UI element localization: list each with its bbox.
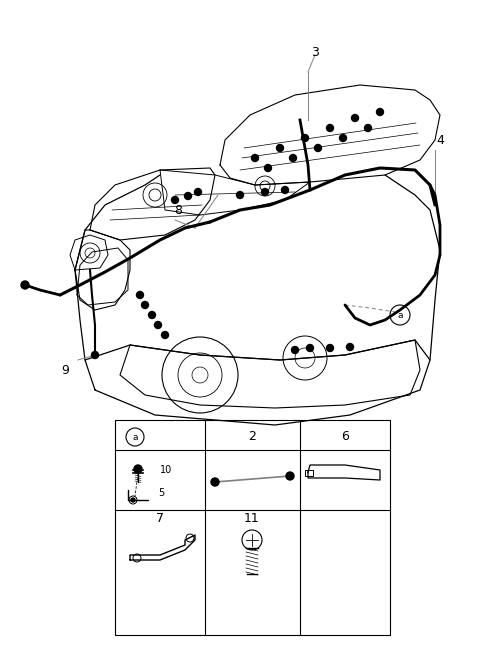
Circle shape bbox=[161, 331, 168, 338]
Circle shape bbox=[364, 125, 372, 131]
Circle shape bbox=[347, 344, 353, 350]
Circle shape bbox=[262, 188, 268, 195]
Text: 10: 10 bbox=[160, 465, 172, 475]
Circle shape bbox=[194, 188, 202, 195]
Text: 8: 8 bbox=[174, 203, 182, 216]
Text: 2: 2 bbox=[248, 430, 256, 443]
Circle shape bbox=[376, 108, 384, 115]
Circle shape bbox=[264, 165, 272, 171]
Text: 6: 6 bbox=[341, 430, 349, 443]
Circle shape bbox=[289, 155, 297, 161]
Circle shape bbox=[148, 312, 156, 319]
Text: 7: 7 bbox=[156, 512, 164, 525]
Circle shape bbox=[301, 134, 309, 142]
Bar bbox=[305, 470, 313, 476]
Circle shape bbox=[286, 472, 294, 480]
Circle shape bbox=[134, 465, 142, 473]
Circle shape bbox=[326, 344, 334, 352]
Bar bbox=[115, 420, 390, 635]
Circle shape bbox=[314, 144, 322, 152]
Text: 3: 3 bbox=[311, 45, 319, 58]
Circle shape bbox=[171, 197, 179, 203]
Text: 9: 9 bbox=[61, 363, 69, 377]
Circle shape bbox=[184, 192, 192, 199]
Text: 4: 4 bbox=[436, 134, 444, 146]
Circle shape bbox=[307, 344, 313, 352]
Circle shape bbox=[92, 352, 98, 358]
Text: 5: 5 bbox=[158, 488, 164, 498]
Circle shape bbox=[211, 478, 219, 486]
Text: a: a bbox=[397, 310, 403, 319]
Circle shape bbox=[252, 155, 259, 161]
Circle shape bbox=[155, 321, 161, 329]
Circle shape bbox=[326, 125, 334, 131]
Circle shape bbox=[276, 144, 284, 152]
Circle shape bbox=[142, 302, 148, 308]
Circle shape bbox=[351, 115, 359, 121]
Circle shape bbox=[21, 281, 29, 289]
Circle shape bbox=[339, 134, 347, 142]
Circle shape bbox=[237, 192, 243, 199]
Circle shape bbox=[291, 346, 299, 354]
Circle shape bbox=[136, 291, 144, 298]
Circle shape bbox=[131, 498, 135, 502]
Text: a: a bbox=[132, 432, 138, 441]
Text: 11: 11 bbox=[244, 512, 260, 525]
Circle shape bbox=[281, 186, 288, 194]
